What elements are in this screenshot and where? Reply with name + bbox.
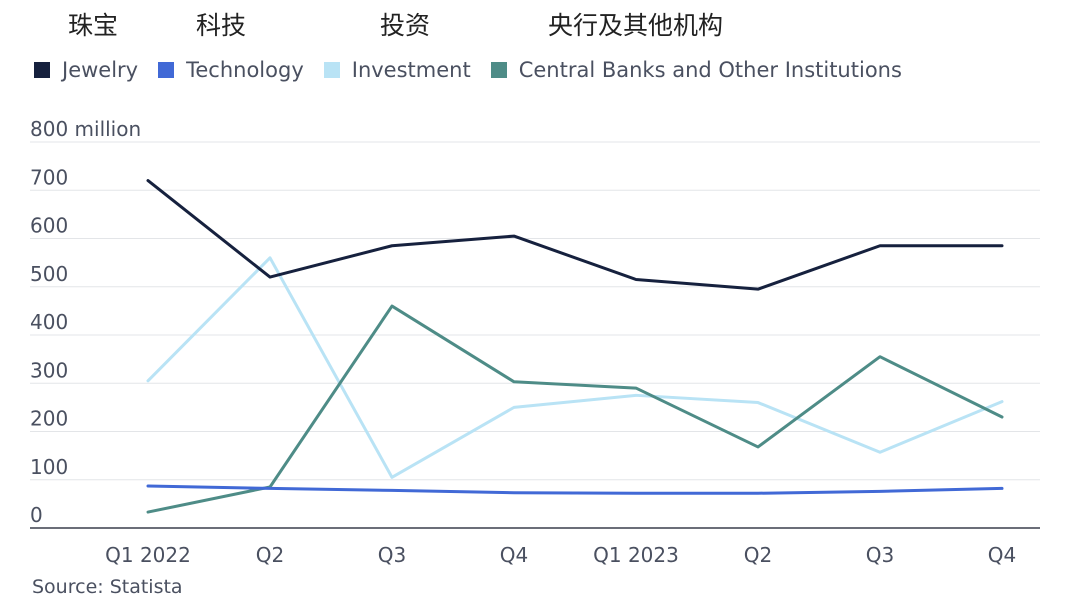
y-tick-label: 400 [30, 310, 68, 334]
y-tick-label: 800 million [30, 117, 141, 141]
y-tick-label: 0 [30, 503, 43, 527]
x-tick-label: Q2 [744, 543, 772, 567]
cn-label-investment: 投资 [380, 11, 431, 40]
legend-swatch-technology [158, 62, 175, 78]
legend-swatch-jewelry [34, 62, 50, 78]
source-note: Source: Statista [32, 576, 183, 598]
cn-label-technology: 科技 [196, 11, 247, 40]
series-line-jewelry [146, 179, 1004, 291]
x-tick-label: Q3 [866, 543, 894, 567]
series-line-investment [146, 256, 1004, 479]
x-tick-label: Q4 [500, 543, 528, 567]
legend-item-jewelry: Jewelry [34, 58, 138, 82]
cn-label-jewelry: 珠宝 [68, 11, 119, 40]
legend-swatch-investment [323, 62, 340, 78]
y-tick-label: 300 [30, 358, 68, 382]
y-tick-label: 600 [30, 214, 68, 238]
legend-label-investment: Investment [351, 58, 471, 82]
y-tick-label: 700 [30, 165, 68, 189]
chart-legend: Jewelry Technology Investment Central Ba… [34, 58, 922, 82]
legend-label-technology: Technology [186, 58, 304, 82]
x-tick-label: Q1 2022 [105, 543, 191, 567]
y-tick-label: 200 [30, 407, 68, 431]
series-line-central [146, 304, 1004, 514]
x-tick-label: Q1 2023 [593, 543, 679, 567]
legend-item-investment: Investment [323, 58, 471, 82]
x-tick-label: Q2 [256, 543, 284, 567]
cn-label-central-banks: 央行及其他机构 [548, 11, 724, 40]
legend-label-central-banks: Central Banks and Other Institutions [518, 58, 902, 82]
legend-swatch-central-banks [490, 62, 507, 78]
x-tick-label: Q3 [378, 543, 406, 567]
x-tick-label: Q4 [988, 543, 1016, 567]
series-line-technology [146, 484, 1004, 495]
y-tick-label: 100 [30, 455, 68, 479]
legend-item-central-banks: Central Banks and Other Institutions [490, 58, 902, 82]
legend-label-jewelry: Jewelry [62, 58, 139, 82]
y-tick-label: 500 [30, 262, 68, 286]
legend-item-technology: Technology [158, 58, 304, 82]
